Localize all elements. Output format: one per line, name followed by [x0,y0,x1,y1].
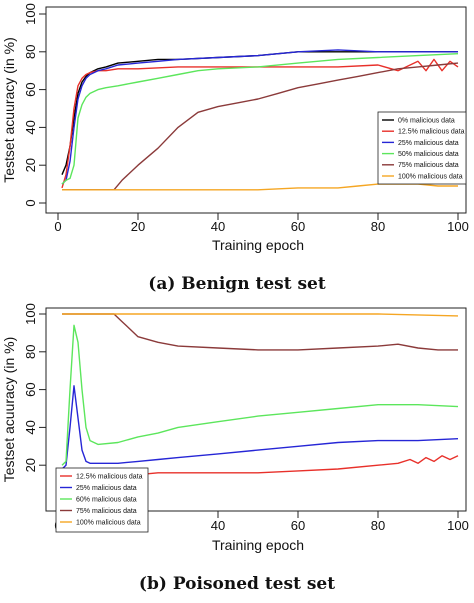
legend-entry: 75% malicious data [398,162,459,169]
legend-entry: 100% malicious data [76,519,141,526]
plot-frame [45,307,467,512]
panel-poisoned: 02040608010020406080100Training epochTes… [0,300,474,603]
y-tick-label: 0 [23,199,38,206]
x-tick-label: 80 [371,219,385,234]
y-tick-label: 40 [23,420,38,434]
series-line-3 [61,49,458,185]
series-line-6 [62,183,458,191]
legend-entry: 12.5% malicious data [398,129,465,136]
y-tick-label: 20 [23,158,38,172]
series-line-5 [62,313,459,317]
series-line-1 [61,51,458,175]
legend-entry: 100% malicious data [398,173,463,180]
x-tick-label: 100 [447,219,469,234]
x-axis-label: Training epoch [212,237,304,253]
series-line-4 [61,53,459,185]
legend-entry: 0% malicious data [398,117,455,124]
series-line-4 [62,313,458,351]
y-tick-label: 80 [23,45,38,59]
x-tick-label: 0 [54,219,61,234]
legend-entry: 75% malicious data [76,508,137,515]
x-axis-label: Training epoch [212,537,304,553]
legend-entry: 12.5% malicious data [76,473,143,480]
y-tick-label: 60 [23,82,38,96]
y-tick-label: 80 [23,345,38,359]
x-tick-label: 40 [211,518,225,533]
legend: 12.5% malicious data 25% malicious data 60… [55,467,149,533]
panel-benign: 0 20 40 60 80 100 0 20 40 60 80 100 Training epoch Te… [0,0,474,300]
y-axis-label: Testset acuuracy (in %) [1,337,17,483]
chart-poisoned: 02040608010020406080100Training epochTes… [1,303,469,553]
legend-entry: 60% malicious data [76,496,137,503]
y-tick-label: 40 [23,120,38,134]
legend-box [377,111,467,185]
x-tick-label: 20 [131,219,145,234]
y-tick-label: 20 [23,458,38,472]
x-tick-label: 60 [291,219,305,234]
y-tick-label: 100 [23,303,38,325]
series-line-2 [61,58,459,189]
legend-entry: 25% malicious data [398,140,459,147]
y-axis-label: Testset acuuracy (in %) [1,37,17,183]
chart-benign: 0 20 40 60 80 100 0 20 40 60 80 100 Training epoch Te… [1,3,469,253]
caption-benign: (a) Benign test set [148,274,326,294]
y-tick-label: 100 [23,3,38,25]
series-line-2 [61,385,459,470]
x-tick-label: 100 [447,518,469,533]
legend-entry: 25% malicious data [76,485,137,492]
x-tick-label: 40 [211,219,225,234]
legend: 0% malicious data 12.5% malicious data 25%… [377,111,467,185]
caption-poisoned: (b) Poisoned test set [138,574,336,594]
plot-frame [45,6,467,214]
x-tick-label: 80 [371,518,385,533]
y-tick-label: 60 [23,382,38,396]
x-tick-label: 60 [291,518,305,533]
legend-entry: 50% malicious data [398,151,459,158]
series-line-3 [61,324,459,466]
